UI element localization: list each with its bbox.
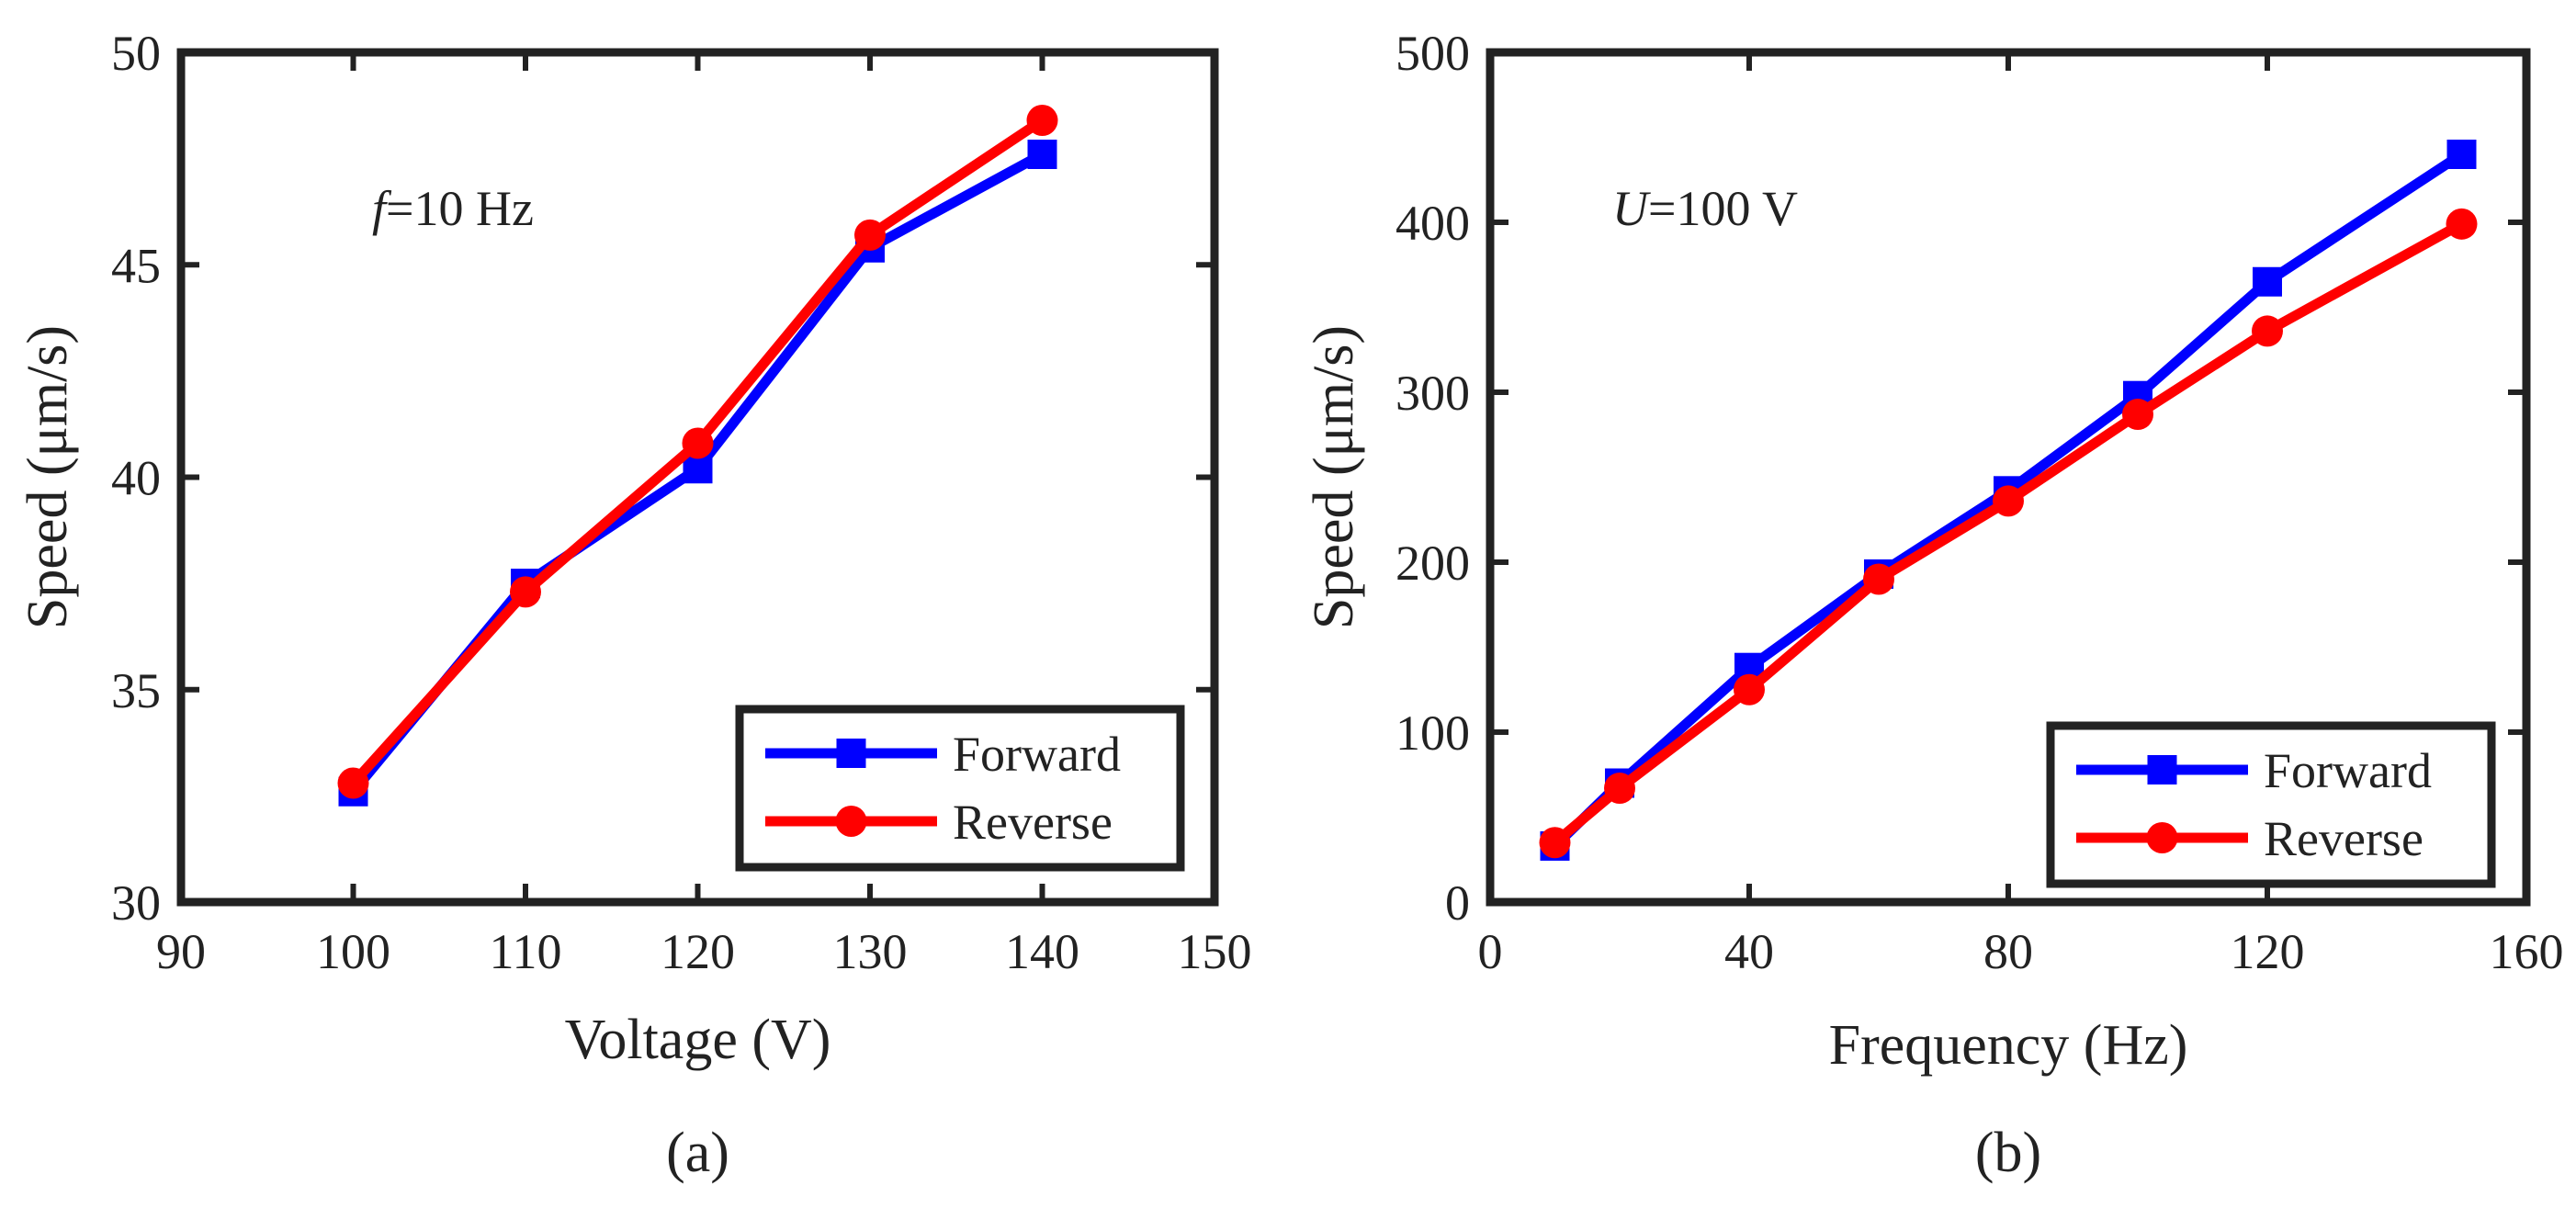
data-point-reverse: [854, 219, 886, 251]
legend-box: [735, 705, 1185, 872]
series-line-reverse: [1550, 219, 2467, 848]
panel-a: 90 100 110 120 130 140 150 30 35 40 45 50 Voltage (V…: [17, 26, 1251, 1184]
legend-label-forward: Forward: [953, 727, 1121, 782]
x-tick-label: 40: [1724, 924, 1774, 979]
legend: Forward Reverse: [2046, 721, 2496, 888]
x-tick-label: 140: [1005, 924, 1079, 979]
y-tick-label: 30: [111, 875, 161, 931]
legend-marker-forward: [836, 739, 866, 768]
x-axis-label: Voltage (V): [565, 1009, 831, 1071]
data-point-forward: [2446, 140, 2477, 169]
y-tick-label: 35: [111, 663, 161, 718]
y-tick-label: 50: [111, 26, 161, 81]
legend-label-reverse: Reverse: [953, 795, 1113, 850]
x-tick-label: 160: [2490, 924, 2564, 979]
data-point-reverse: [1026, 105, 1058, 136]
annotation: U=100 V: [1612, 181, 1798, 236]
x-tick-label: 0: [1478, 924, 1503, 979]
panel-caption: (b): [1975, 1122, 2041, 1184]
y-tick-label: 0: [1445, 875, 1470, 931]
y-tick-label: 300: [1395, 366, 1470, 421]
x-tick-label: 130: [833, 924, 908, 979]
x-tick-label: 80: [1983, 924, 2033, 979]
x-tick-label: 120: [661, 924, 735, 979]
panel-caption: (a): [666, 1122, 729, 1184]
data-point-reverse: [682, 427, 714, 459]
data-point-reverse: [1993, 485, 2024, 517]
data-point-reverse: [510, 576, 541, 608]
data-point-reverse: [1539, 827, 1571, 859]
data-point-reverse: [1604, 773, 1635, 805]
x-tick-label: 110: [490, 924, 562, 979]
y-tick-label: 500: [1395, 26, 1470, 81]
data-point-reverse: [2446, 208, 2478, 240]
data-point-reverse: [2122, 399, 2153, 431]
data-point-forward: [683, 454, 713, 484]
data-point-reverse: [2252, 315, 2283, 347]
annotation: f=10 Hz: [372, 181, 534, 236]
x-tick-label: 90: [156, 924, 206, 979]
data-point-forward: [2253, 266, 2282, 297]
data-point-forward: [1027, 140, 1057, 169]
y-tick-label: 45: [111, 238, 161, 293]
legend-label-forward: Forward: [2264, 743, 2432, 798]
series-line-forward: [1550, 149, 2467, 852]
x-axis-label: Frequency (Hz): [1829, 1014, 2188, 1077]
data-point-reverse: [1863, 563, 1894, 595]
panel-b: 0 40 80 120 160 0 100 200 300 400 500 Frequency (Hz…: [1303, 26, 2563, 1184]
y-axis-label: Speed (μm/s): [1303, 325, 1365, 629]
legend-marker-reverse: [835, 806, 867, 837]
data-point-reverse: [1734, 673, 1765, 705]
x-tick-label: 100: [316, 924, 390, 979]
y-tick-label: 200: [1395, 536, 1470, 591]
x-tick-label: 150: [1178, 924, 1252, 979]
y-axis-label: Speed (μm/s): [17, 325, 79, 629]
x-tick-label: 120: [2231, 924, 2305, 979]
annotation-value: =10 Hz: [386, 181, 534, 236]
data-point-reverse: [337, 767, 369, 799]
legend-marker-reverse: [2146, 822, 2178, 853]
y-tick-label: 100: [1395, 705, 1470, 761]
legend-label-reverse: Reverse: [2264, 811, 2423, 866]
y-tick-label: 400: [1395, 196, 1470, 251]
legend-box: [2046, 721, 2496, 888]
annotation-symbol: U: [1612, 181, 1651, 236]
legend: Forward Reverse: [735, 705, 1185, 872]
legend-marker-forward: [2147, 755, 2177, 784]
annotation-value: =100 V: [1648, 181, 1798, 236]
y-tick-label: 40: [111, 451, 161, 506]
